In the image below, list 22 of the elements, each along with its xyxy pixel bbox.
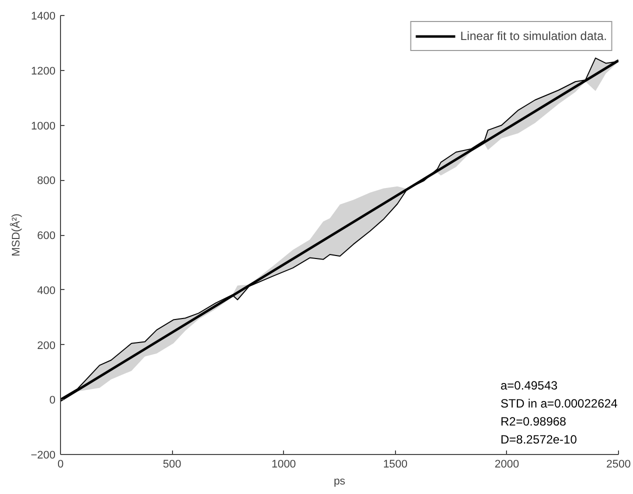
annotation: a=0.49543 xyxy=(500,378,558,392)
x-axis-title: ps xyxy=(334,476,346,488)
y-tick-label: 800 xyxy=(37,175,56,188)
y-tick-label: 1000 xyxy=(31,120,56,132)
y-tick-label: 600 xyxy=(37,230,56,242)
annotation: R2=0.98968 xyxy=(500,414,567,428)
annotation: D=8.2572e-10 xyxy=(500,432,578,446)
y-tick-label: 1200 xyxy=(31,65,56,78)
x-tick-label: 2500 xyxy=(606,458,631,470)
legend-label: Linear fit to simulation data. xyxy=(460,29,607,43)
y-tick-label: −200 xyxy=(30,450,56,462)
x-tick-label: 0 xyxy=(57,458,64,470)
y-tick-label: 0 xyxy=(49,394,56,407)
y-tick-label: 1400 xyxy=(31,10,56,22)
x-tick-label: 1500 xyxy=(383,458,408,470)
annotation: STD in a=0.00022624 xyxy=(500,396,618,410)
x-tick-label: 2000 xyxy=(494,458,520,470)
x-tick-label: 1000 xyxy=(271,458,296,470)
y-tick-label: 400 xyxy=(37,284,56,297)
y-axis-title: MSD(Å²) xyxy=(10,214,23,256)
x-tick-label: 500 xyxy=(162,458,182,470)
y-tick-label: 200 xyxy=(37,340,56,352)
